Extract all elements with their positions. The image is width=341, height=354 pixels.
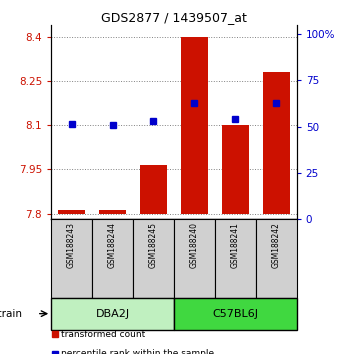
Bar: [263, 72, 290, 213]
Bar: [181, 36, 208, 213]
Bar: [58, 210, 85, 213]
Text: GSM188244: GSM188244: [108, 222, 117, 268]
Text: GSM188242: GSM188242: [272, 222, 281, 268]
Bar: [174, 297, 297, 330]
Text: strain: strain: [0, 309, 23, 319]
Bar: [256, 219, 297, 297]
Title: GDS2877 / 1439507_at: GDS2877 / 1439507_at: [101, 11, 247, 24]
Bar: [51, 219, 92, 297]
Bar: [140, 165, 167, 213]
Bar: [222, 125, 249, 213]
Bar: [133, 219, 174, 297]
Text: GSM188243: GSM188243: [67, 222, 76, 268]
Text: C57BL6J: C57BL6J: [212, 309, 258, 319]
Bar: [51, 297, 174, 330]
Text: GSM188245: GSM188245: [149, 222, 158, 268]
Bar: [99, 210, 126, 213]
Text: GSM188241: GSM188241: [231, 222, 240, 268]
Bar: [174, 219, 215, 297]
Bar: [215, 219, 256, 297]
Text: GSM188240: GSM188240: [190, 222, 199, 268]
Bar: [92, 219, 133, 297]
Text: transformed count: transformed count: [61, 330, 146, 339]
Text: DBA2J: DBA2J: [95, 309, 130, 319]
Text: percentile rank within the sample: percentile rank within the sample: [61, 349, 214, 354]
